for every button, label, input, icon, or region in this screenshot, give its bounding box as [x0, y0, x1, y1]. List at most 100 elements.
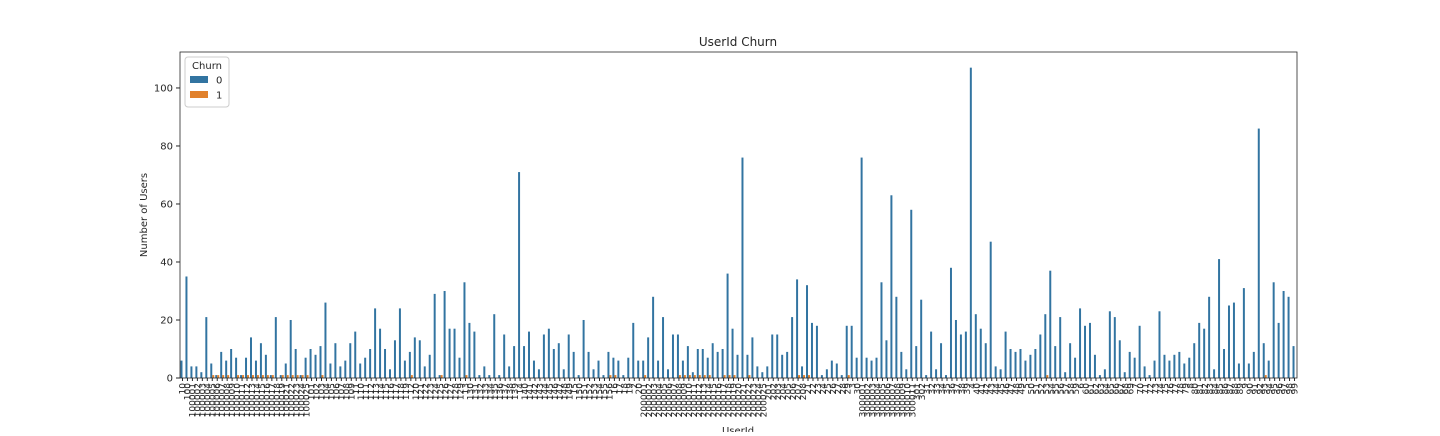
x-tick-label: 143: [536, 383, 546, 400]
x-tick-label: 300003: [869, 383, 879, 417]
x-tick-label: 100003: [198, 383, 208, 417]
x-tick-label: 207: [794, 383, 804, 400]
bar: [1143, 366, 1146, 378]
bar: [1123, 372, 1126, 378]
bar: [215, 375, 218, 378]
x-tick-label: 30: [854, 383, 864, 395]
bar: [1133, 357, 1136, 378]
bar: [458, 357, 461, 378]
bar: [227, 375, 230, 378]
x-tick-label: 18: [620, 383, 630, 395]
bar: [1004, 331, 1007, 378]
x-tick-label: 38: [958, 383, 968, 395]
x-tick-label: 91: [1251, 383, 1261, 394]
bar: [237, 375, 240, 378]
x-tick-label: 9: [1241, 383, 1251, 389]
x-tick-label: 98: [1286, 383, 1296, 395]
bar: [259, 343, 262, 378]
bar: [652, 296, 655, 378]
bar: [205, 317, 208, 378]
x-tick-label: 300010: [903, 383, 913, 418]
x-tick-label: 206: [789, 383, 799, 400]
bar: [1223, 348, 1226, 378]
x-tick-label: 135: [491, 383, 501, 400]
x-tick-label: 68: [1122, 383, 1132, 395]
x-tick-label: 14: [516, 383, 526, 395]
bar: [557, 343, 560, 378]
x-tick-label: 72: [1147, 383, 1157, 394]
bar: [806, 285, 809, 378]
x-tick-label: 21: [804, 383, 814, 394]
x-tick-label: 46: [1003, 383, 1013, 395]
bar: [423, 366, 426, 378]
bar: [379, 328, 382, 378]
bar: [1088, 322, 1091, 378]
x-tick-label: 25: [824, 383, 834, 394]
x-tick-label: 62: [1092, 383, 1102, 394]
bar: [1163, 354, 1166, 378]
x-tick-label: 200021: [739, 383, 749, 417]
bar: [676, 334, 679, 378]
bar: [567, 334, 570, 378]
bar: [364, 357, 367, 378]
bar: [910, 209, 913, 378]
x-tick-label: 97: [1281, 383, 1291, 394]
x-tick-label: 40: [973, 383, 983, 395]
bar: [339, 366, 342, 378]
bar: [513, 346, 516, 378]
bar: [642, 360, 645, 378]
bar: [825, 369, 828, 378]
y-tick-label: 40: [160, 257, 173, 268]
x-tick-label: 27: [834, 383, 844, 394]
x-tick-label: 137: [501, 383, 511, 400]
bar: [1208, 296, 1211, 378]
bar: [1093, 354, 1096, 378]
bar: [324, 302, 327, 378]
bar: [222, 375, 225, 378]
bar: [1264, 375, 1267, 378]
x-tick-label: 100010: [233, 383, 243, 418]
x-tick-label: 148: [561, 383, 571, 400]
x-tick-label: 200016: [715, 383, 725, 418]
bar: [915, 346, 918, 378]
x-tick-label: 29: [844, 383, 854, 395]
x-tick-label: 53: [1042, 383, 1052, 394]
x-tick-label: 100001: [188, 383, 198, 417]
bar: [403, 360, 406, 378]
x-tick-label: 202: [769, 383, 779, 400]
bar: [349, 343, 352, 378]
bar: [781, 354, 784, 378]
x-tick-label: 100002: [193, 383, 203, 417]
x-tick-label: 19: [625, 383, 635, 395]
bar: [592, 369, 595, 378]
x-tick-label: 100008: [223, 383, 233, 418]
x-tick-label: 112: [367, 383, 377, 400]
bar: [1128, 351, 1131, 378]
x-tick-label: 126: [442, 383, 452, 400]
x-tick-label: 300006: [883, 383, 893, 418]
bar: [746, 354, 749, 378]
bar: [547, 328, 550, 378]
x-tick-label: 152: [586, 383, 596, 400]
bar: [662, 317, 665, 378]
x-tick-label: 302: [918, 383, 928, 400]
bar: [532, 360, 535, 378]
x-tick-label: 22: [809, 383, 819, 394]
bar: [572, 351, 575, 378]
bar: [271, 375, 274, 378]
bar: [1178, 351, 1181, 378]
x-tick-label: 74: [1156, 383, 1166, 395]
bar: [751, 337, 754, 378]
x-tick-label: 88: [1231, 383, 1241, 395]
x-tick-label: 100016: [263, 383, 273, 418]
bar: [413, 337, 416, 378]
x-tick-label: 76: [1166, 383, 1176, 395]
x-tick-label: 200004: [655, 383, 665, 418]
bar: [1242, 288, 1245, 378]
bar: [256, 375, 259, 378]
x-tick-label: 134: [486, 383, 496, 400]
bar: [483, 366, 486, 378]
x-tick-label: 300005: [878, 383, 888, 417]
bar: [984, 343, 987, 378]
